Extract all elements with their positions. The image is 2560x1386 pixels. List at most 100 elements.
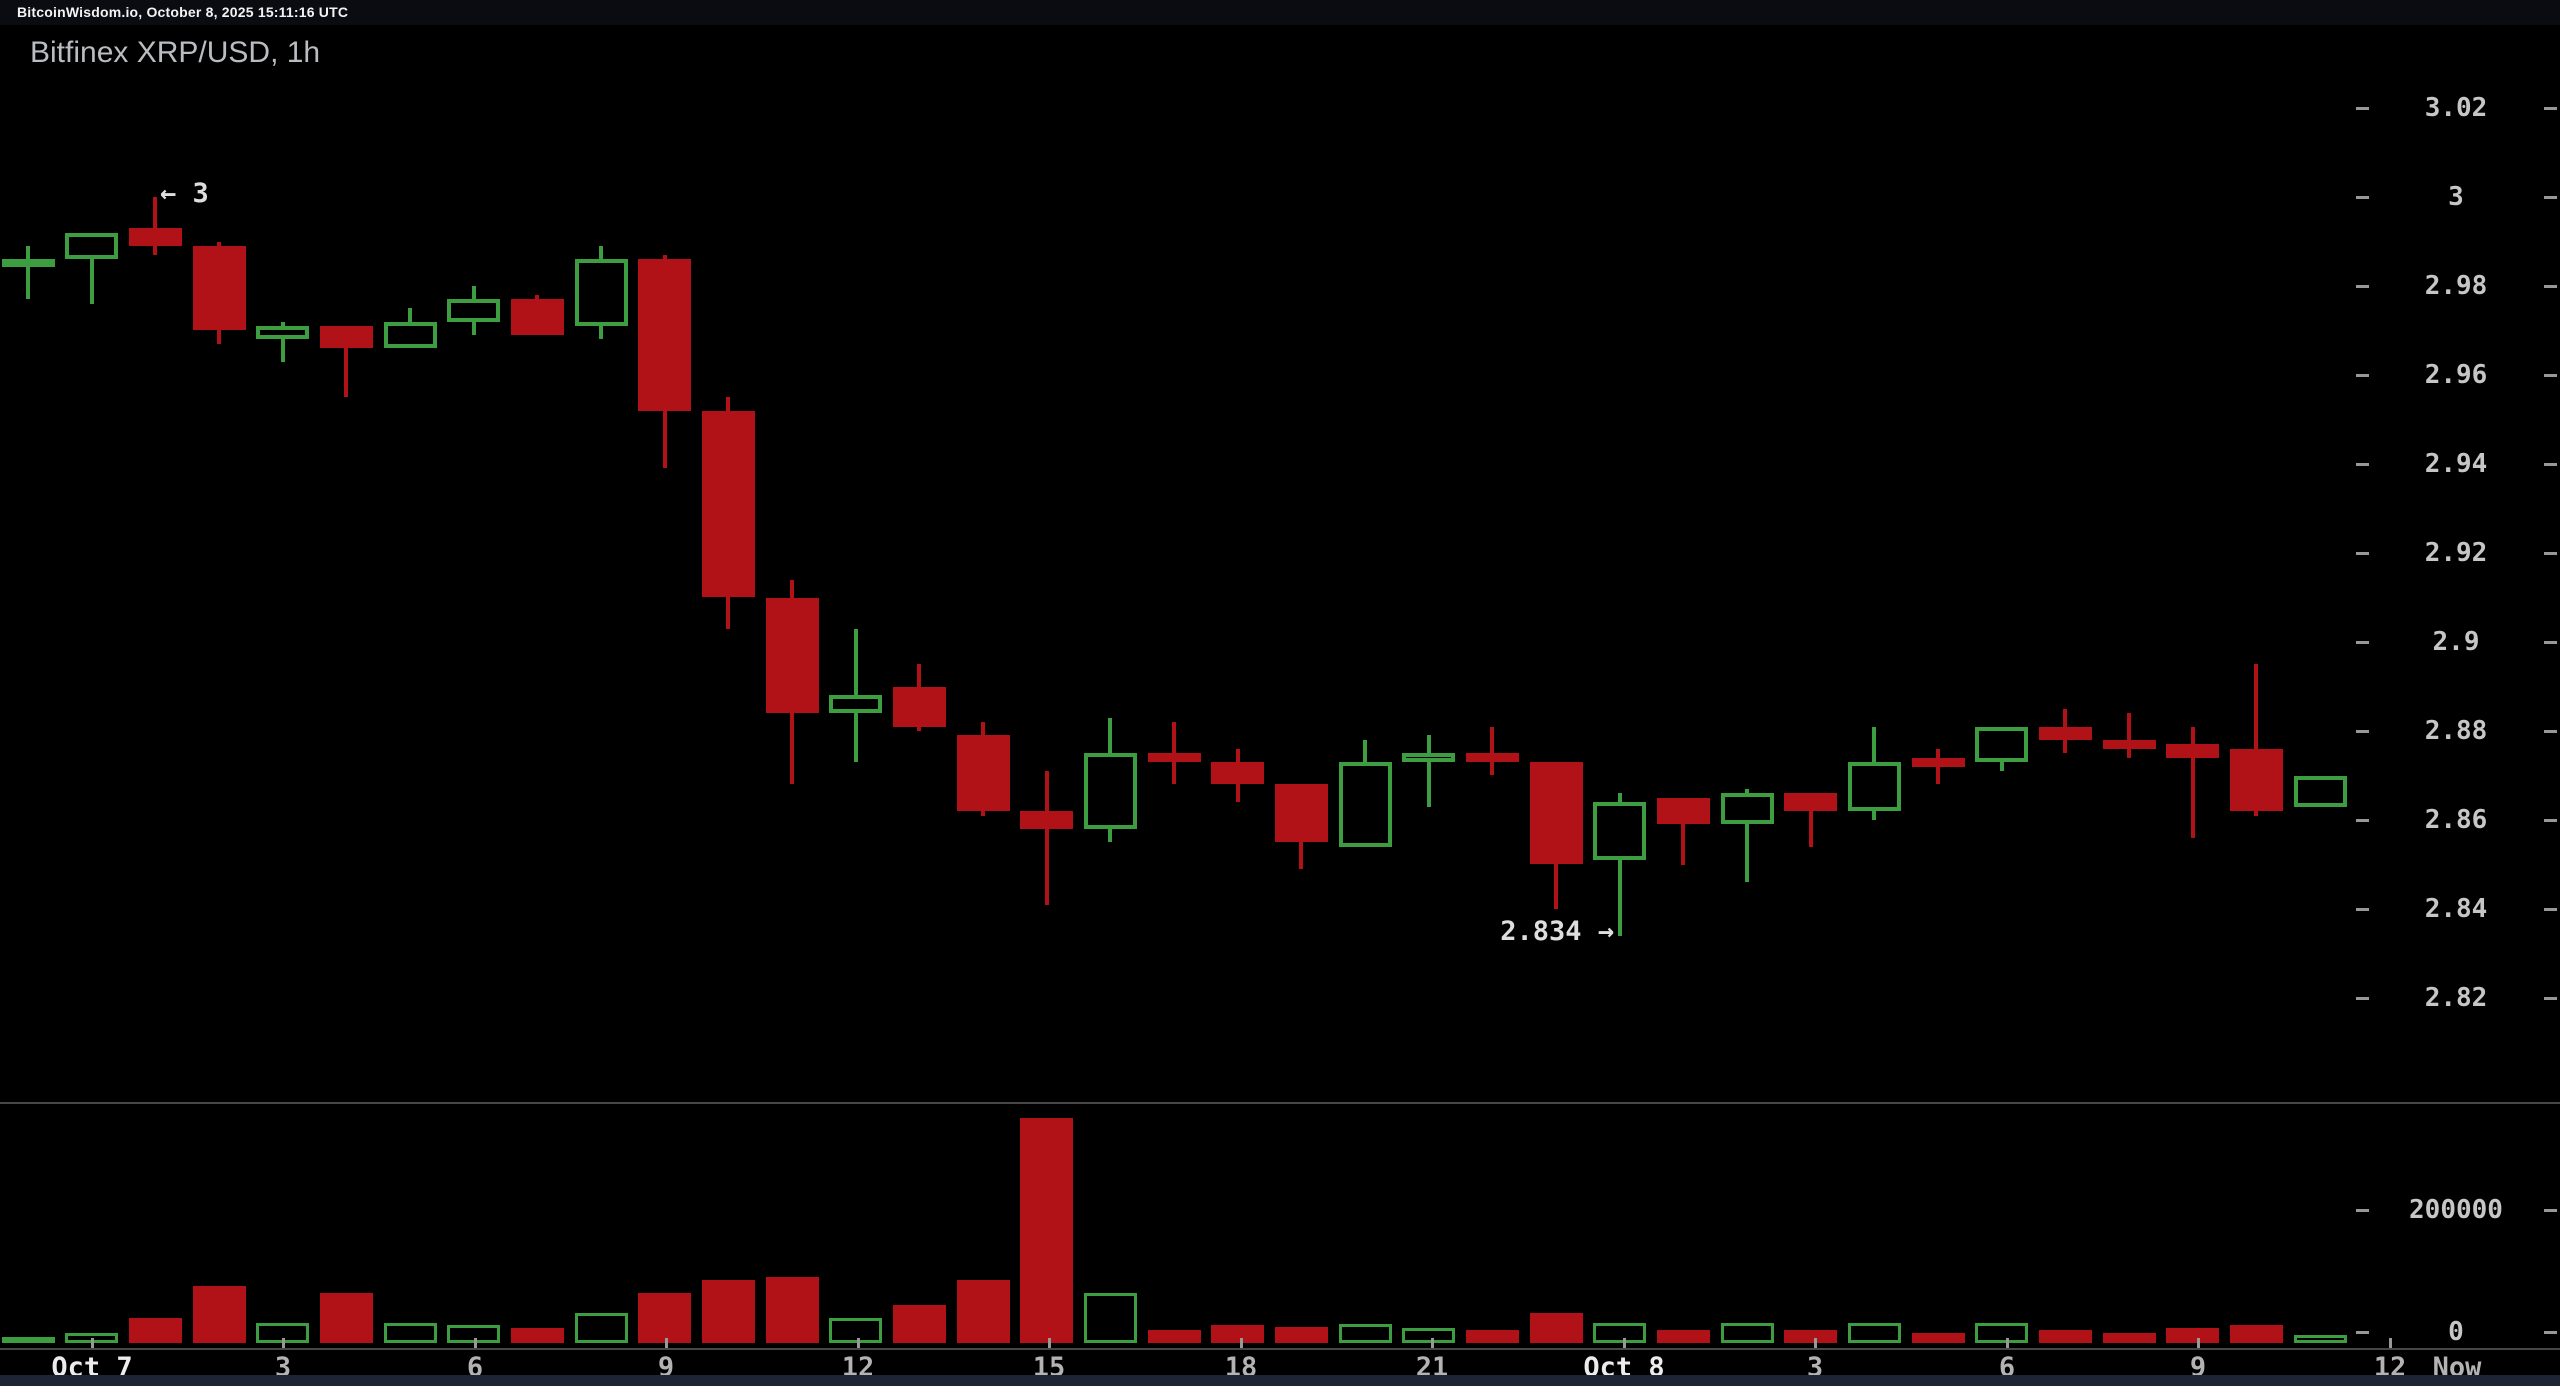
candle-body [1147, 753, 1201, 763]
candle-wick [1426, 735, 1431, 807]
price-tick-right [2544, 463, 2557, 466]
candle-body [956, 735, 1010, 812]
chart-title: Bitfinex XRP/USD, 1h [30, 36, 321, 69]
volume-bar [2102, 1333, 2156, 1343]
price-axis-label: 2.84 [2424, 894, 2488, 924]
price-axis-label: 2.9 [2432, 627, 2480, 657]
time-tick [857, 1338, 860, 1348]
candle-wick [153, 197, 158, 255]
candle-body [2038, 726, 2092, 740]
volume-bar [701, 1279, 755, 1343]
candle-body [1656, 797, 1710, 825]
session-low-annotation: 2.834 → [1500, 916, 1614, 947]
volume-bar [510, 1327, 564, 1343]
price-axis-label: 2.92 [2424, 538, 2488, 568]
candle-body [892, 686, 946, 727]
volume-bar [1338, 1323, 1392, 1343]
time-tick [1048, 1338, 1051, 1348]
price-axis-label: 3 [2448, 182, 2464, 212]
volume-axis-label: 200000 [2409, 1195, 2503, 1225]
candle-body [1784, 793, 1838, 812]
candle-body [1593, 802, 1647, 861]
price-tick-left [2356, 196, 2369, 199]
price-tick-left [2356, 552, 2369, 555]
price-tick-left [2356, 819, 2369, 822]
candle-wick [2254, 664, 2259, 816]
session-high-annotation: ← 3 [160, 178, 209, 209]
candle-body [256, 326, 310, 340]
candle-body [128, 228, 182, 246]
volume-bar [574, 1313, 628, 1343]
volume-bar [1975, 1323, 2029, 1343]
volume-bar [829, 1317, 883, 1343]
volume-bar [1784, 1330, 1838, 1343]
candle-wick [1044, 771, 1049, 905]
price-axis-label: 2.96 [2424, 360, 2488, 390]
candle-wick [1681, 797, 1686, 865]
candle-body [1211, 762, 1265, 785]
candle-wick [344, 326, 349, 398]
time-tick [282, 1338, 285, 1348]
status-text: BitcoinWisdom.io, October 8, 2025 15:11:… [17, 4, 349, 20]
candle-body [829, 695, 883, 714]
candle-body [1338, 762, 1392, 847]
candle-body [192, 245, 246, 331]
volume-bar [1720, 1323, 1774, 1343]
candle-body [1847, 762, 1901, 812]
candle-body [1, 259, 55, 268]
price-axis-label: 3.02 [2424, 93, 2488, 123]
candle-body [2102, 739, 2156, 749]
volume-bar [1147, 1329, 1201, 1343]
volume-tick-right [2544, 1209, 2557, 1212]
volume-bar [192, 1286, 246, 1343]
time-tick [2197, 1338, 2200, 1348]
price-axis-label: 2.82 [2424, 983, 2488, 1013]
price-tick-left [2356, 641, 2369, 644]
candle-wick [1936, 748, 1941, 785]
volume-bar [765, 1276, 819, 1343]
candle-wick [280, 321, 285, 362]
candle-wick [1745, 788, 1750, 883]
price-tick-left [2356, 908, 2369, 911]
candle-wick [1172, 722, 1177, 785]
x-axis-line [0, 1348, 2560, 1350]
volume-bar [1020, 1118, 1074, 1343]
volume-bar [319, 1293, 373, 1343]
volume-axis-label: 0 [2448, 1317, 2464, 1347]
candle-body [383, 321, 437, 349]
price-tick-right [2544, 552, 2557, 555]
volume-bar [1847, 1323, 1901, 1343]
price-tick-left [2356, 997, 2369, 1000]
candle-body [2293, 775, 2347, 807]
price-tick-left [2356, 730, 2369, 733]
price-axis-label: 2.94 [2424, 449, 2488, 479]
volume-bar [128, 1317, 182, 1343]
volume-bar [2293, 1335, 2347, 1343]
pane-divider [0, 1102, 2560, 1104]
candle-body [1083, 753, 1137, 829]
price-tick-right [2544, 730, 2557, 733]
price-tick-right [2544, 285, 2557, 288]
time-tick [2389, 1338, 2392, 1348]
volume-bar [1274, 1327, 1328, 1343]
candle-wick [1490, 726, 1495, 776]
price-tick-right [2544, 997, 2557, 1000]
candle-body [1402, 753, 1456, 763]
volume-bar [1, 1337, 55, 1343]
bottom-strip [0, 1375, 2560, 1386]
volume-tick-left [2356, 1209, 2369, 1212]
candle-body [319, 326, 373, 349]
candle-body [574, 259, 628, 327]
volume-bar [1656, 1330, 1710, 1343]
candle-body [701, 410, 755, 598]
time-tick [2006, 1338, 2009, 1348]
candle-body [1720, 793, 1774, 825]
candle-body [1274, 784, 1328, 843]
time-tick [91, 1338, 94, 1348]
volume-tick-left [2356, 1331, 2369, 1334]
time-tick [1814, 1338, 1817, 1348]
volume-bar [383, 1323, 437, 1343]
candle-wick [1617, 793, 1622, 936]
price-tick-right [2544, 819, 2557, 822]
